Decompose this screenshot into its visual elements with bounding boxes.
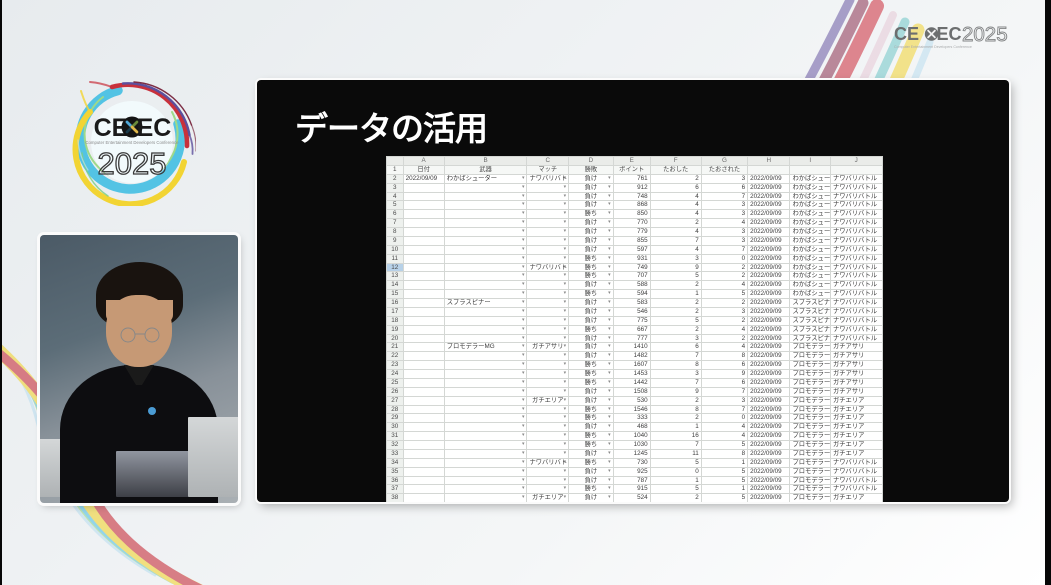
svg-text:2025: 2025 [962,23,1008,46]
svg-text:Computer Entertainment Develop: Computer Entertainment Developers Confer… [85,140,179,145]
svg-text:CE: CE [894,24,919,44]
svg-text:Computer Entertainment Develop: Computer Entertainment Developers Confer… [894,45,972,49]
svg-text:EC: EC [937,24,962,44]
svg-text:2025: 2025 [98,146,167,181]
svg-text:EC: EC [137,114,172,142]
